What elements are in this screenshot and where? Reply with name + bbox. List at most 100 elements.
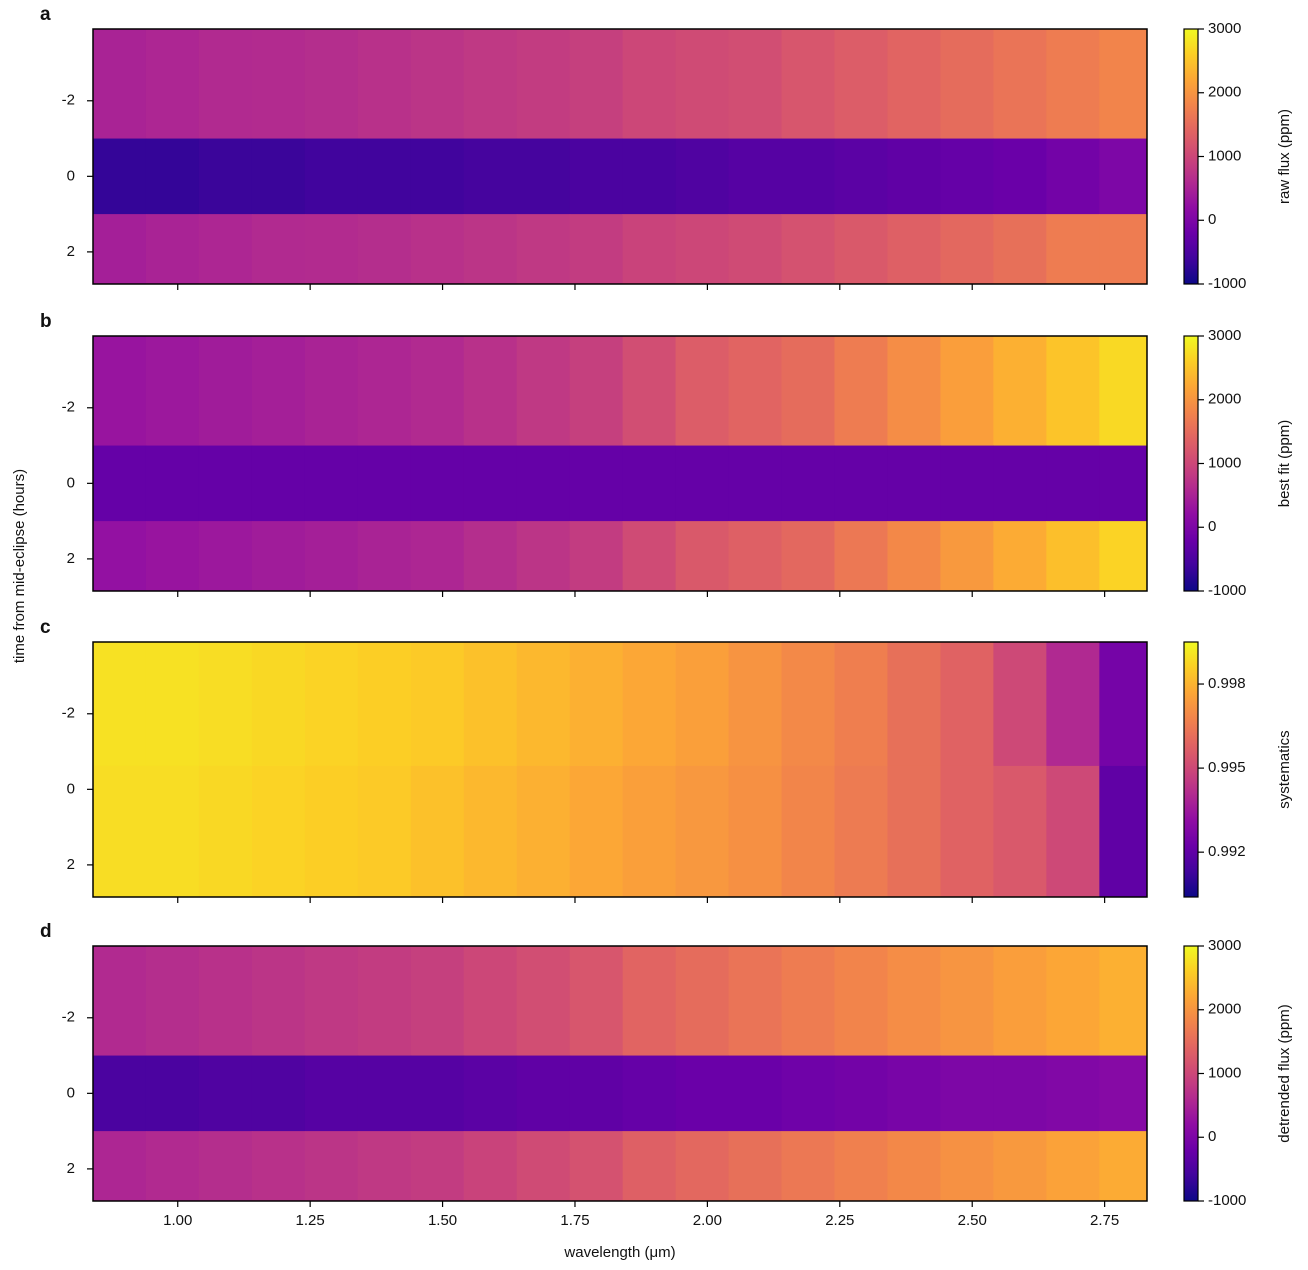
heatmap-cell bbox=[834, 1055, 888, 1132]
heatmap-cell bbox=[1046, 1055, 1100, 1132]
heatmap-cell bbox=[410, 336, 465, 447]
y-tick-label: -2 bbox=[62, 705, 75, 722]
heatmap-cell bbox=[569, 138, 624, 215]
heatmap-cell bbox=[304, 336, 359, 447]
heatmap-cell bbox=[728, 1055, 783, 1132]
heatmap-cell bbox=[993, 214, 1047, 284]
heatmap-cell bbox=[516, 214, 571, 284]
heatmap-cell bbox=[940, 642, 994, 767]
heatmap-cell bbox=[569, 642, 624, 767]
plot-frame bbox=[92, 641, 1148, 898]
heatmap-cell bbox=[410, 521, 465, 591]
heatmap-cell bbox=[410, 642, 465, 767]
heatmap-cell bbox=[622, 138, 677, 215]
heatmap-cell bbox=[1046, 765, 1100, 897]
heatmap-cell bbox=[410, 445, 465, 522]
heatmap-cell bbox=[569, 214, 624, 284]
heatmap-cell bbox=[834, 445, 888, 522]
y-tick-label: 2 bbox=[67, 550, 75, 567]
heatmap-cell bbox=[1099, 1055, 1147, 1132]
x-tick-label: 1.50 bbox=[428, 1212, 457, 1229]
colorbar-tick-label: 0.998 bbox=[1208, 675, 1246, 692]
heatmap-cell bbox=[781, 946, 836, 1057]
y-axis-label: time from mid-eclipse (hours) bbox=[11, 469, 28, 663]
heatmap-cell bbox=[304, 765, 359, 897]
heatmap-cell bbox=[728, 214, 783, 284]
heatmap-cell bbox=[198, 29, 253, 140]
heatmap-cell bbox=[569, 1055, 624, 1132]
heatmap-cell bbox=[675, 214, 730, 284]
heatmap-cell bbox=[357, 214, 412, 284]
colorbar-tick-label: -1000 bbox=[1208, 582, 1246, 599]
heatmap-cell bbox=[304, 138, 359, 215]
heatmap-cell bbox=[728, 642, 783, 767]
heatmap-cell bbox=[198, 214, 253, 284]
heatmap-cell bbox=[887, 214, 941, 284]
heatmap-cell bbox=[357, 138, 412, 215]
heatmap-cell bbox=[940, 946, 994, 1057]
colorbar-tick-label: 1000 bbox=[1208, 147, 1241, 164]
y-tick-label: 0 bbox=[67, 167, 75, 184]
heatmap-cell bbox=[463, 521, 518, 591]
heatmap-cell bbox=[834, 642, 888, 767]
heatmap-cell bbox=[410, 214, 465, 284]
y-tick-label: -2 bbox=[62, 92, 75, 109]
heatmap-cell bbox=[940, 1055, 994, 1132]
colorbar-tick-label: 1000 bbox=[1208, 1064, 1241, 1081]
heatmap-cell bbox=[887, 336, 941, 447]
heatmap-cell bbox=[463, 336, 518, 447]
colorbar-tick-label: 0.992 bbox=[1208, 843, 1246, 860]
heatmap-cell bbox=[781, 1131, 836, 1201]
heatmap-cell bbox=[622, 336, 677, 447]
plot-frame bbox=[92, 28, 1148, 285]
heatmap-cell bbox=[1046, 946, 1100, 1057]
heatmap-cell bbox=[993, 1131, 1047, 1201]
heatmap-cell bbox=[463, 1055, 518, 1132]
heatmap-cell bbox=[834, 521, 888, 591]
heatmap-cell bbox=[781, 138, 836, 215]
heatmap-cell bbox=[410, 1055, 465, 1132]
heatmap-cell bbox=[622, 642, 677, 767]
heatmap-cell bbox=[251, 1055, 306, 1132]
heatmap-cell bbox=[198, 642, 253, 767]
colorbar-tick-label: 2000 bbox=[1208, 84, 1241, 101]
colorbar-tick-label: -1000 bbox=[1208, 1192, 1246, 1209]
colorbar-tick-label: 0 bbox=[1208, 211, 1216, 228]
heatmap-cell bbox=[940, 336, 994, 447]
y-tick-label: -2 bbox=[62, 399, 75, 416]
heatmap-cell bbox=[569, 521, 624, 591]
heatmap-cell bbox=[93, 214, 147, 284]
heatmap-cell bbox=[357, 521, 412, 591]
heatmap-cell bbox=[622, 1131, 677, 1201]
heatmap-cell bbox=[93, 138, 147, 215]
heatmap-cell bbox=[145, 521, 200, 591]
heatmap-cell bbox=[887, 642, 941, 767]
heatmap-cell bbox=[463, 765, 518, 897]
heatmap-cell bbox=[675, 445, 730, 522]
heatmap-cell bbox=[993, 765, 1047, 897]
heatmap-cell bbox=[516, 1055, 571, 1132]
heatmap-cell bbox=[145, 214, 200, 284]
heatmap-cell bbox=[251, 138, 306, 215]
heatmap-cell bbox=[304, 1131, 359, 1201]
heatmap-cell bbox=[1099, 521, 1147, 591]
heatmap bbox=[93, 29, 1147, 284]
heatmap-cell bbox=[781, 445, 836, 522]
colorbar bbox=[1183, 641, 1199, 898]
heatmap-cell bbox=[1099, 1131, 1147, 1201]
heatmap-cell bbox=[940, 445, 994, 522]
colorbar-tick-label: 0 bbox=[1208, 1128, 1216, 1145]
heatmap-cell bbox=[781, 765, 836, 897]
heatmap-cell bbox=[834, 1131, 888, 1201]
heatmap-cell bbox=[622, 445, 677, 522]
heatmap-cell bbox=[357, 336, 412, 447]
heatmap-cell bbox=[675, 336, 730, 447]
heatmap-cell bbox=[516, 946, 571, 1057]
heatmap-cell bbox=[728, 1131, 783, 1201]
heatmap-cell bbox=[622, 29, 677, 140]
heatmap-cell bbox=[622, 765, 677, 897]
heatmap-cell bbox=[516, 445, 571, 522]
heatmap-cell bbox=[251, 946, 306, 1057]
heatmap-cell bbox=[357, 765, 412, 897]
heatmap-cell bbox=[251, 642, 306, 767]
